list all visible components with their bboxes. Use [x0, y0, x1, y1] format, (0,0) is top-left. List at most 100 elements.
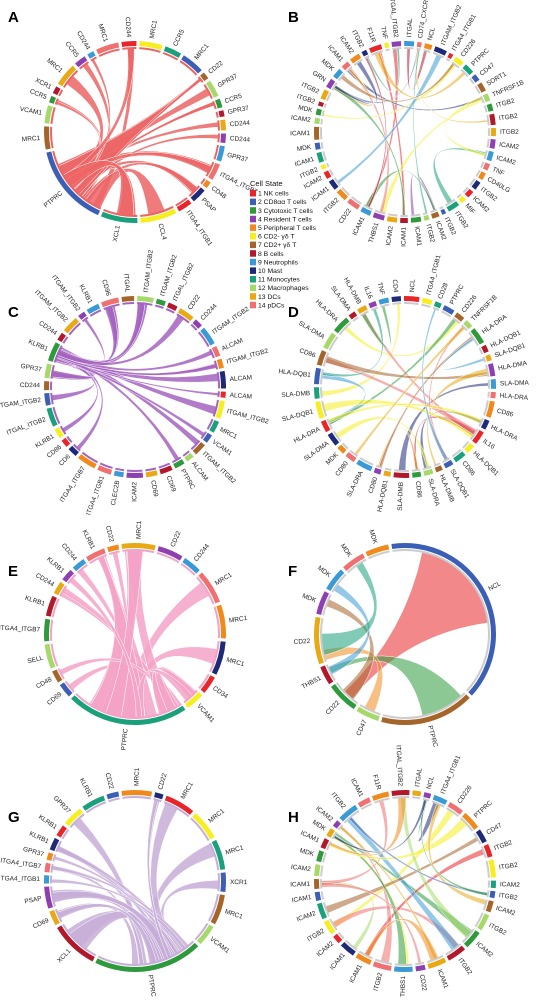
sector-arc [371, 791, 390, 801]
gene-label: ICAM1 [299, 830, 320, 845]
gene-label: ICAM1 [329, 951, 347, 971]
gene-label: MRC1 [224, 908, 244, 921]
sector-arc [487, 363, 496, 377]
sector-inner-arc [445, 57, 451, 62]
sector-arc [220, 133, 226, 144]
sector-arc [52, 669, 63, 683]
sector-inner-arc [415, 961, 425, 966]
gene-label: ICAM2 [499, 141, 520, 151]
legend-swatch [250, 215, 256, 223]
sector-arc [86, 303, 101, 315]
sector-arc [490, 880, 496, 889]
gene-label: KLRB1 [78, 777, 94, 799]
gene-label: ITGB2 [306, 927, 326, 943]
gene-label: CD244 [229, 120, 250, 129]
sector-inner-arc [433, 462, 441, 467]
sector-arc [462, 64, 474, 76]
panel-letter: F [288, 563, 297, 580]
gene-label: ICAM2 [296, 910, 317, 923]
sector-inner-arc [358, 950, 373, 960]
gene-label: PTPRC [121, 728, 130, 751]
sector-inner-arc [325, 92, 332, 102]
sector-inner-arc [50, 619, 54, 641]
sector-inner-arc [108, 797, 120, 803]
sector-inner-arc [462, 186, 469, 194]
sector-inner-arc [197, 76, 204, 83]
sector-arc [361, 49, 369, 57]
gene-label: KLRB1 [45, 556, 65, 575]
sector-inner-arc [122, 549, 155, 554]
sector-arc [489, 139, 496, 149]
sector-arc [423, 214, 430, 221]
gene-label: CD69 [32, 917, 50, 930]
sector-arc [316, 902, 327, 920]
sector-arc [43, 126, 51, 150]
sector-arc [386, 216, 398, 223]
gene-label: ITGB2 [495, 97, 515, 109]
sector-inner-arc [153, 798, 162, 803]
sector-inner-arc [392, 796, 410, 799]
sector-inner-arc [416, 47, 421, 51]
sector-arc [472, 429, 484, 444]
sector-arc [393, 472, 410, 478]
sector-inner-arc [375, 464, 383, 469]
gene-label: TNF [379, 26, 388, 40]
gene-label: ITGA4_ITGB7 [0, 857, 42, 870]
sector-arc [453, 56, 464, 67]
sector-inner-arc [323, 103, 327, 108]
legend-item: 3 Cytotoxic T cells [258, 208, 314, 215]
sector-inner-arc [122, 302, 135, 305]
gene-label: THBS1 [400, 976, 407, 997]
sector-inner-arc [422, 211, 428, 216]
sector-inner-arc [81, 451, 98, 464]
sector-arc [184, 452, 194, 462]
sector-inner-arc [442, 457, 451, 464]
gene-label: CD22 [325, 699, 342, 716]
sector-inner-arc [452, 317, 461, 325]
gene-label: ICAM2 [385, 225, 395, 246]
sector-arc [323, 170, 332, 180]
sector-arc [95, 942, 199, 972]
sector-inner-arc [328, 169, 334, 176]
sector-arc [49, 95, 57, 104]
gene-label: KLRB1 [34, 433, 56, 450]
sector-arc [155, 298, 166, 307]
sector-arc [46, 151, 101, 216]
chord-panel-h: H ITGAL_ITGB2 ITGAL NCL ITGA4_ITGB1CD226PTPR… [288, 745, 520, 997]
sector-arc [44, 393, 51, 406]
sector-inner-arc [426, 954, 444, 964]
sector-inner-arc [374, 958, 393, 965]
sector-arc [443, 459, 454, 469]
sector-inner-arc [345, 939, 358, 951]
gene-label: ITGAL_ITGB2 [388, 0, 399, 38]
sector-inner-arc [404, 302, 419, 306]
sector-arc [483, 844, 493, 858]
sector-inner-arc [180, 563, 196, 576]
sector-inner-arc [212, 399, 219, 417]
sector-inner-arc [66, 436, 73, 443]
gene-label: CD69 [165, 475, 177, 493]
gene-label: CD47 [355, 719, 368, 737]
gene-label: TNF [491, 166, 505, 177]
sector-inner-arc [478, 417, 484, 427]
gene-label: ICAM2 [291, 864, 312, 873]
sector-inner-arc [76, 563, 88, 574]
legend-item: 8 B cells [258, 251, 284, 258]
gene-label: ICAM2 [338, 35, 355, 56]
sector-arc [157, 546, 183, 561]
sector-arc [320, 419, 331, 433]
gene-label: ITGAL_ITGB2 [172, 262, 196, 303]
sector-arc [219, 370, 226, 389]
gene-label: MIF [464, 202, 477, 215]
sector-inner-arc [162, 51, 179, 61]
gene-label: PTPRC [449, 283, 466, 306]
gene-label: HLA-DRA [314, 298, 340, 323]
gene-label: MRC1 [149, 19, 159, 39]
sector-inner-arc [462, 441, 470, 449]
sector-inner-arc [487, 128, 490, 136]
sector-arc [355, 953, 372, 965]
sector-arc [78, 454, 97, 469]
